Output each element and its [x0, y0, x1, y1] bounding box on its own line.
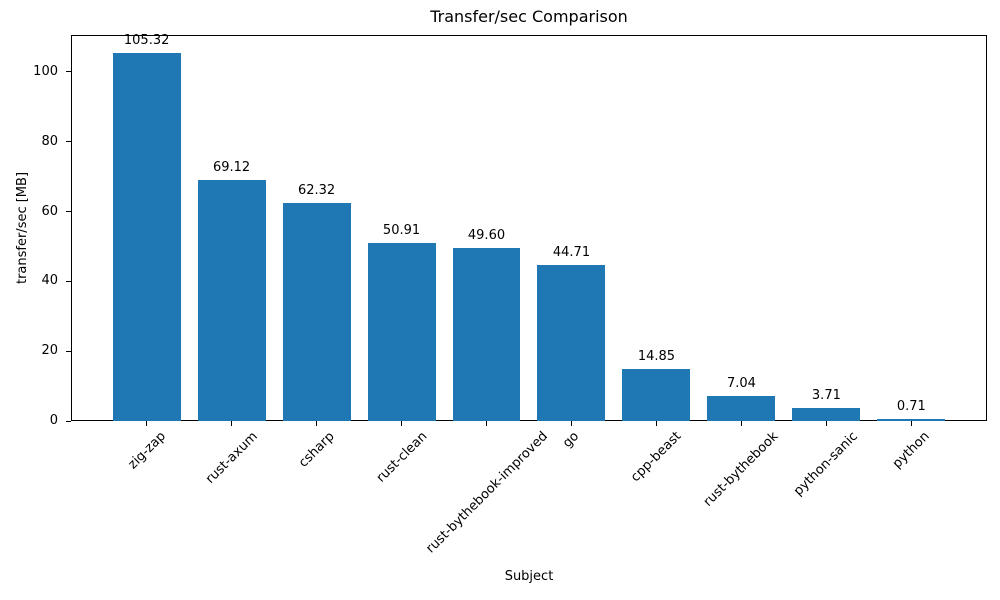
- bar-zig-zap: [112, 53, 181, 421]
- bar-value-label: 105.32: [123, 33, 170, 49]
- bar-value-label: 62.32: [297, 183, 336, 199]
- y-tick-label: 20: [41, 343, 58, 359]
- bar-python: [877, 418, 946, 421]
- x-tick-mark: [231, 421, 233, 426]
- x-tick-label: rust-axum: [202, 429, 261, 487]
- x-tick-mark: [570, 421, 572, 426]
- x-tick-label: rust-clean: [373, 428, 430, 486]
- x-tick-mark: [486, 421, 487, 426]
- bar-value-label: 69.12: [212, 159, 251, 175]
- y-tick-label: 60: [41, 203, 58, 219]
- y-tick-mark: [66, 420, 71, 422]
- bar-value-label: 49.60: [467, 227, 506, 243]
- x-tick-mark: [401, 421, 403, 426]
- x-tick-label: csharp: [295, 429, 338, 471]
- bar-value-label: 44.71: [552, 244, 591, 260]
- x-tick-mark: [146, 421, 148, 426]
- x-axis-label: Subject: [504, 569, 554, 584]
- bar-python-sanic: [792, 408, 861, 421]
- bar-value-label: 3.71: [811, 388, 841, 404]
- y-tick-mark: [66, 350, 71, 352]
- x-tick-mark: [910, 421, 912, 426]
- x-tick-label: rust-bythebook: [701, 428, 782, 510]
- y-tick-mark: [66, 141, 71, 143]
- x-tick-label: zig-zap: [125, 428, 169, 473]
- bar-value-label: 14.85: [637, 349, 676, 365]
- y-tick-mark: [66, 280, 71, 282]
- y-axis-label: transfer/sec [MB]: [15, 171, 31, 285]
- chart-title: Transfer/sec Comparison: [430, 7, 628, 26]
- x-tick-mark: [655, 421, 657, 426]
- y-tick-label: 80: [41, 133, 58, 149]
- bar-value-label: 0.71: [896, 398, 926, 414]
- x-tick-mark: [825, 421, 827, 426]
- bar-rust-clean: [367, 243, 436, 421]
- x-tick-label: cpp-beast: [628, 428, 685, 486]
- bar-rust-axum: [197, 179, 266, 421]
- y-tick-label: 100: [33, 63, 58, 79]
- x-tick-label: go: [560, 428, 583, 451]
- y-tick-label: 0: [49, 413, 58, 428]
- bar-rust-bythebook-improved: [452, 247, 521, 421]
- x-tick-mark: [740, 421, 742, 426]
- y-tick-mark: [66, 71, 71, 73]
- bar-go: [537, 264, 606, 421]
- bar-value-label: 50.91: [382, 223, 421, 239]
- bar-rust-bythebook: [707, 396, 776, 421]
- x-tick-mark: [316, 421, 318, 426]
- x-tick-label: python-sanic: [791, 429, 862, 499]
- x-tick-label: python: [890, 428, 933, 472]
- bar-csharp: [282, 203, 351, 421]
- y-tick-label: 40: [41, 273, 58, 289]
- x-tick-label: rust-bythebook-improved: [422, 428, 551, 557]
- y-tick-mark: [66, 211, 71, 213]
- bar-value-label: 7.04: [726, 376, 756, 392]
- bar-cpp-beast: [622, 369, 691, 421]
